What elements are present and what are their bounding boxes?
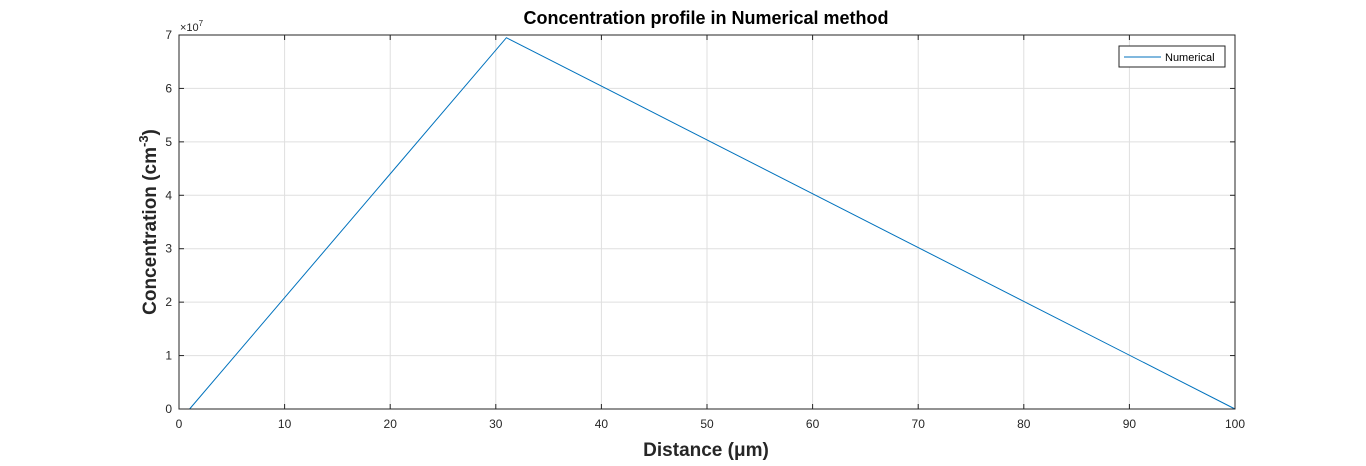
y-grid-lines: [179, 87, 1235, 357]
legend-box: [1118, 45, 1226, 68]
y-ticks: 0 1 2 3 4 5 6 7: [165, 28, 1235, 416]
x-ticks: 0 10 20 30 40 50 60 70 80 90 100: [176, 35, 1245, 431]
x-tick-label: 70: [912, 417, 926, 431]
y-tick-label: 5: [165, 135, 172, 149]
x-tick-label: 30: [489, 417, 503, 431]
chart-title: Concentration profile in Numerical metho…: [523, 8, 888, 28]
y-axis-label-tail: ): [140, 129, 161, 135]
x-axis-label: Distance (μm): [643, 440, 769, 461]
y-tick-label: 3: [165, 242, 172, 256]
x-tick-label: 50: [700, 417, 714, 431]
x-tick-label: 90: [1123, 417, 1137, 431]
y-axis-label-base: Concentration (cm: [140, 147, 161, 315]
x-tick-label: 0: [176, 417, 183, 431]
legend-label: Numerical: [1165, 52, 1215, 64]
y-tick-label: 2: [165, 295, 172, 309]
y-tick-label: 6: [165, 81, 172, 95]
y-tick-label: 4: [165, 188, 172, 202]
y-tick-label: 0: [165, 402, 172, 416]
series-layer: [189, 37, 1236, 410]
y-axis-exponent-base: ×10: [180, 22, 199, 34]
y-axis-exponent-power: 7: [199, 19, 204, 28]
y-tick-label: 1: [165, 349, 172, 363]
y-axis-label: Concentration (cm-3): [136, 129, 161, 315]
legend: Numerical: [1118, 45, 1226, 68]
x-tick-label: 100: [1225, 417, 1245, 431]
y-axis-exponent: ×107: [180, 19, 204, 34]
x-tick-label: 10: [278, 417, 292, 431]
x-tick-label: 60: [806, 417, 820, 431]
y-axis-label-superscript: -3: [136, 135, 151, 147]
x-tick-label: 80: [1017, 417, 1031, 431]
y-tick-label: 7: [165, 28, 172, 42]
x-grid-lines: [284, 35, 1130, 409]
x-tick-label: 20: [384, 417, 398, 431]
series-line-numerical: [189, 37, 1236, 410]
x-tick-label: 40: [595, 417, 609, 431]
